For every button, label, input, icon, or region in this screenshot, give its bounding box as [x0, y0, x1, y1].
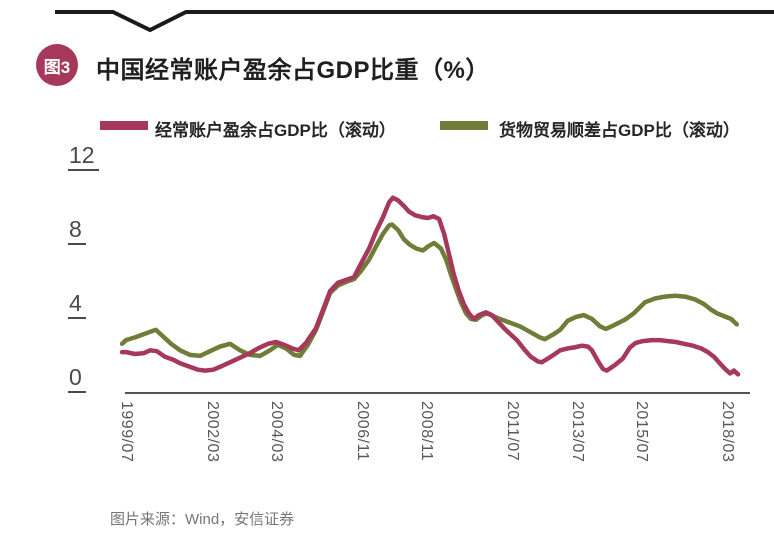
chart-title: 中国经常账户盈余占GDP比重（%） [96, 57, 490, 84]
top-border-decoration [55, 10, 774, 33]
x-axis-tick-label: 2006/11 [354, 401, 372, 462]
x-axis-tick-label: 2013/07 [568, 401, 586, 463]
x-axis-tick-label: 2004/03 [268, 401, 286, 463]
x-axis-tick-label: 2015/07 [633, 401, 651, 463]
line-goods-trade [119, 222, 740, 359]
x-axis-tick-label: 2008/11 [418, 401, 436, 462]
y-axis-tick-label: 12 [68, 142, 99, 171]
x-axis-tick-label: 2002/03 [203, 401, 221, 463]
y-axis-tick-label: 8 [68, 216, 86, 245]
source-note: 图片来源：Wind，安信证券 [110, 511, 295, 528]
y-axis-tick-label: 4 [68, 290, 86, 319]
legend-label-current-account: 经常账户盈余占GDP比（滚动） [155, 121, 396, 140]
legend-swatch-goods-trade [440, 121, 488, 130]
figure-number-badge: 图3 [36, 44, 78, 86]
x-axis-tick-label: 1999/07 [118, 401, 135, 463]
legend-swatch-current-account [100, 121, 148, 130]
x-axis-tick-label: 2018/03 [719, 401, 737, 463]
line-current-account [119, 195, 741, 377]
x-axis-tick-label: 2011/07 [504, 401, 522, 462]
y-axis-tick-label: 0 [68, 364, 86, 393]
legend-label-goods-trade: 货物贸易顺差占GDP比（滚动） [499, 121, 740, 140]
